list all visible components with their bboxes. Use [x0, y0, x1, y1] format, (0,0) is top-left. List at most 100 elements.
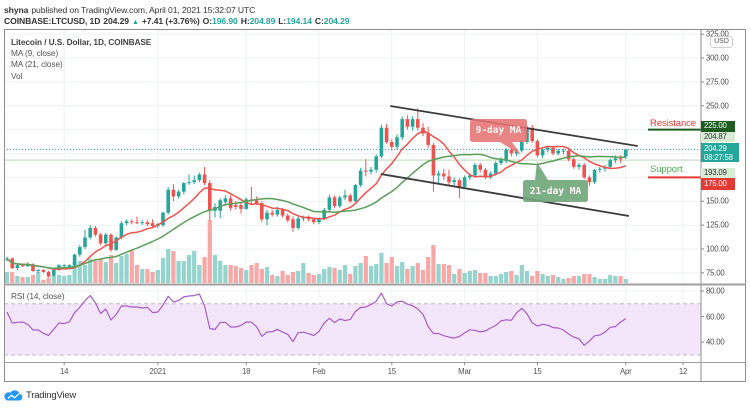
tradingview-brand[interactable]: TradingView	[4, 389, 76, 401]
volume-bar	[530, 276, 535, 283]
legend-ma21[interactable]: MA (21, close)	[11, 59, 63, 69]
candle-body	[145, 222, 150, 225]
volume-bar	[155, 270, 160, 283]
ma21-callout-shape[interactable]	[523, 162, 588, 202]
volume-bar	[452, 274, 457, 283]
candle-body	[119, 223, 124, 238]
volume-bar	[296, 271, 301, 283]
volume-bar	[285, 275, 290, 283]
candle-body	[317, 218, 321, 223]
volume-bar	[212, 255, 218, 283]
candle-body	[244, 199, 248, 209]
symbol-name: COINBASE:LTCUSD, 1D	[4, 16, 101, 26]
volume-bar	[20, 277, 25, 283]
author-name[interactable]: shyna	[4, 5, 29, 15]
candle-body	[488, 173, 493, 178]
candle-body	[114, 237, 118, 250]
volume-bars	[4, 220, 628, 283]
candle-body	[478, 164, 482, 170]
volume-bar	[582, 274, 587, 283]
rsi-line	[6, 292, 627, 346]
volume-bar	[15, 276, 20, 283]
price-axis-label: 300.00	[706, 53, 729, 63]
candle-body	[504, 149, 508, 162]
ohlc-open-value: 196.90	[212, 16, 238, 26]
volume-bar	[446, 265, 452, 283]
candle-body	[171, 189, 176, 197]
volume-bar	[348, 274, 353, 283]
volume-bar	[337, 270, 342, 283]
candle-body	[577, 164, 581, 167]
volume-bar	[223, 265, 228, 283]
rsi-axis-label: 80.00	[706, 286, 725, 296]
ma9-callout-shape[interactable]	[470, 119, 527, 155]
volume-bar	[270, 275, 275, 283]
candle-body	[587, 177, 592, 183]
channel-lower-trendline[interactable]	[380, 173, 630, 217]
candle-body	[447, 176, 451, 183]
volume-bar	[358, 263, 363, 283]
candle-body	[618, 158, 623, 160]
volume-bar	[467, 271, 472, 283]
volume-bar	[192, 251, 197, 283]
price-axis-label: 250.00	[706, 101, 729, 111]
volume-bar	[379, 253, 384, 283]
candle-body	[234, 205, 238, 207]
time-axis-label: 12	[678, 367, 688, 376]
volume-bar	[498, 274, 504, 283]
volume-bar	[457, 269, 462, 283]
volume-bar	[124, 254, 129, 283]
candle-body	[566, 150, 571, 160]
volume-bar	[493, 276, 498, 283]
candle-body	[26, 264, 30, 267]
volume-bar	[88, 259, 93, 283]
candle-body	[452, 180, 456, 183]
candle-body	[306, 217, 311, 220]
time-axis-label: Feb	[312, 367, 326, 376]
volume-bar	[197, 265, 202, 283]
support-label[interactable]: Support	[650, 164, 683, 175]
candle-body	[327, 197, 332, 210]
candle-body	[166, 189, 170, 213]
chart-title[interactable]: Litecoin / U.S. Dollar, 1D, COINBASE	[11, 37, 152, 47]
resistance-label[interactable]: Resistance	[650, 118, 696, 129]
volume-bar	[571, 276, 576, 283]
last-price-marker: 204.29 08:27:58	[701, 143, 739, 162]
volume-bar	[540, 274, 545, 283]
currency-badge[interactable]: USD	[710, 36, 733, 48]
ohlc-low-value: 194.14	[286, 16, 312, 26]
candle-body	[31, 264, 35, 271]
ohlc-close-label: C:	[314, 16, 324, 26]
volume-bar	[72, 263, 77, 283]
candle-body	[556, 150, 560, 154]
candle-body	[473, 164, 477, 176]
legend-rsi[interactable]: RSI (14, close)	[11, 291, 65, 301]
volume-bar	[46, 278, 51, 283]
publish-text: published on TradingView.com, April 01, …	[31, 5, 256, 15]
legend-ma9[interactable]: MA (9, close)	[11, 48, 59, 58]
volume-bar	[462, 273, 467, 283]
candle-body	[265, 212, 269, 220]
last-price: 204.29	[103, 16, 129, 26]
volume-bar	[207, 220, 212, 283]
volume-bar	[415, 263, 420, 283]
ma21-callout-text[interactable]: 21-day MA	[529, 185, 582, 197]
price-axis-label: 100.00	[706, 244, 729, 254]
legend-volume[interactable]: Vol	[11, 71, 23, 81]
candle-body	[364, 170, 368, 172]
volume-bar	[332, 268, 337, 283]
annotation-callouts[interactable]	[470, 119, 588, 202]
volume-bar	[218, 261, 223, 283]
candle-body	[208, 183, 212, 211]
time-axis-label: 15	[533, 367, 542, 376]
volume-bar	[264, 267, 270, 283]
ma9-callout-text[interactable]: 9-day MA	[475, 125, 522, 136]
support-resistance-lines[interactable]	[648, 128, 701, 179]
volume-bar	[327, 267, 332, 283]
volume-bar	[602, 279, 608, 283]
volume-bar	[103, 262, 108, 283]
candle-body	[275, 209, 280, 215]
high-price-marker: 204.87	[701, 132, 735, 142]
volume-bar	[545, 276, 550, 283]
